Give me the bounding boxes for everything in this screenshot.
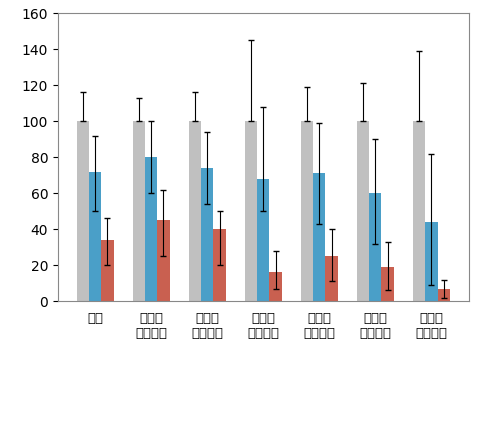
Bar xyxy=(145,157,157,301)
Bar xyxy=(189,121,201,301)
Bar xyxy=(425,222,438,301)
Bar xyxy=(133,121,145,301)
Bar xyxy=(201,168,213,301)
Bar xyxy=(101,240,114,301)
Bar xyxy=(313,174,326,301)
Bar xyxy=(357,121,369,301)
Bar xyxy=(245,121,257,301)
Bar xyxy=(77,121,89,301)
Bar xyxy=(382,267,394,301)
Bar xyxy=(213,229,226,301)
Bar xyxy=(257,179,270,301)
Bar xyxy=(326,256,338,301)
Bar xyxy=(157,220,170,301)
Bar xyxy=(413,121,425,301)
Bar xyxy=(438,289,450,301)
Bar xyxy=(301,121,313,301)
Bar xyxy=(89,172,101,301)
Bar xyxy=(270,272,282,301)
Bar xyxy=(369,193,382,301)
